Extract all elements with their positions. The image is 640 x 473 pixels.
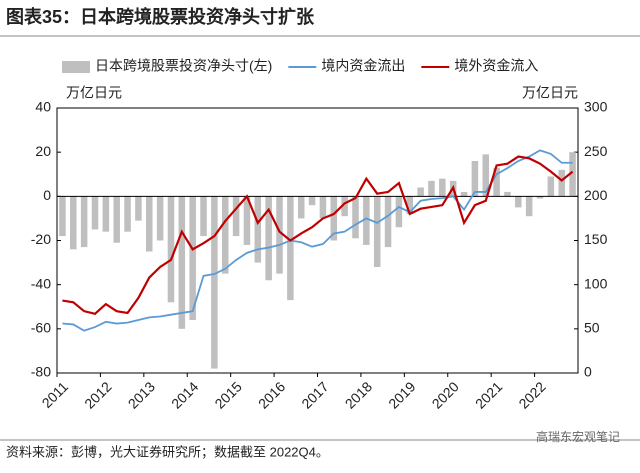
x-tick-label: 2020	[429, 378, 462, 411]
bar	[254, 196, 262, 263]
x-tick-label: 2011	[39, 378, 72, 411]
bar	[243, 196, 251, 245]
y-tick-label: 0	[43, 187, 51, 203]
legend-swatch	[62, 61, 90, 73]
bar	[59, 196, 66, 237]
y-tick-label: 20	[35, 143, 51, 159]
plot-frame	[56, 107, 579, 374]
bar	[439, 178, 446, 197]
bar	[297, 196, 305, 219]
bar	[167, 196, 175, 303]
bar	[384, 196, 392, 248]
x-tick-label: 2012	[81, 378, 114, 411]
bar	[135, 196, 142, 221]
legend-label: 境外资金流入	[454, 58, 538, 74]
bar	[113, 196, 120, 243]
bar	[221, 196, 229, 274]
bar	[330, 196, 338, 241]
bar	[341, 196, 348, 217]
bar	[395, 196, 403, 228]
line	[62, 155, 574, 316]
bar	[189, 196, 196, 320]
bar	[91, 196, 99, 230]
y-unit: 万亿日元	[66, 85, 122, 101]
chart-title: 图表35：日本跨境股票投资净头寸扩张	[6, 6, 315, 27]
x-tick-label: 2016	[255, 378, 288, 411]
bar	[363, 196, 370, 245]
bar	[124, 196, 131, 232]
y2-tick-label: 150	[584, 231, 608, 247]
y2-tick-label: 100	[584, 275, 608, 291]
bar	[319, 196, 327, 219]
bar	[471, 161, 479, 197]
legend-label: 日本跨境股票投资净头寸(左)	[95, 58, 272, 74]
x-tick-label: 2022	[515, 378, 548, 411]
y-tick-label: -80	[31, 364, 51, 380]
bar	[417, 187, 424, 197]
y2-tick-label: 50	[584, 320, 600, 336]
y2-unit: 万亿日元	[522, 85, 578, 101]
bar	[493, 167, 500, 197]
x-tick-label: 2019	[385, 378, 418, 411]
y2-tick-label: 300	[584, 99, 608, 115]
bar	[515, 196, 522, 208]
bar	[211, 196, 218, 369]
bar	[200, 196, 207, 237]
bar	[504, 191, 511, 197]
y-tick-label: -60	[31, 320, 51, 336]
bar	[156, 196, 164, 241]
bar	[482, 154, 489, 197]
bar	[406, 196, 414, 214]
x-tick-label: 2015	[211, 378, 244, 411]
source: 资料来源：彭博，光大证券研究所；数据截至 2022Q4。	[6, 444, 329, 460]
x-tick-label: 2021	[472, 378, 505, 411]
y-tick-label: 40	[35, 99, 51, 115]
bar	[558, 169, 565, 197]
bar	[178, 196, 186, 329]
y2-tick-label: 250	[584, 143, 608, 159]
x-tick-label: 2017	[298, 378, 331, 411]
bar	[569, 152, 576, 197]
x-tick-label: 2018	[342, 378, 375, 411]
y-tick-label: -20	[31, 231, 51, 247]
y2-tick-label: 200	[584, 187, 608, 203]
y2-tick-label: 0	[584, 364, 592, 380]
legend-label: 境内资金流出	[321, 58, 405, 74]
bar	[547, 176, 555, 197]
bar	[102, 196, 110, 232]
bar	[146, 196, 153, 252]
line	[62, 149, 573, 332]
bar	[265, 196, 272, 281]
bar	[428, 180, 435, 197]
bar	[80, 196, 88, 248]
bar	[373, 196, 381, 267]
x-tick-label: 2013	[125, 378, 158, 411]
bar	[287, 196, 294, 301]
bar	[536, 196, 544, 199]
x-tick-label: 2014	[168, 378, 201, 411]
bar	[232, 196, 240, 237]
bar	[70, 196, 77, 250]
bar	[525, 196, 533, 217]
watermark: 高瑞东宏观笔记	[536, 429, 620, 444]
y-tick-label: -40	[31, 275, 51, 291]
bar	[276, 196, 283, 274]
bar	[308, 196, 316, 206]
bar	[352, 196, 359, 239]
bar	[460, 191, 468, 197]
